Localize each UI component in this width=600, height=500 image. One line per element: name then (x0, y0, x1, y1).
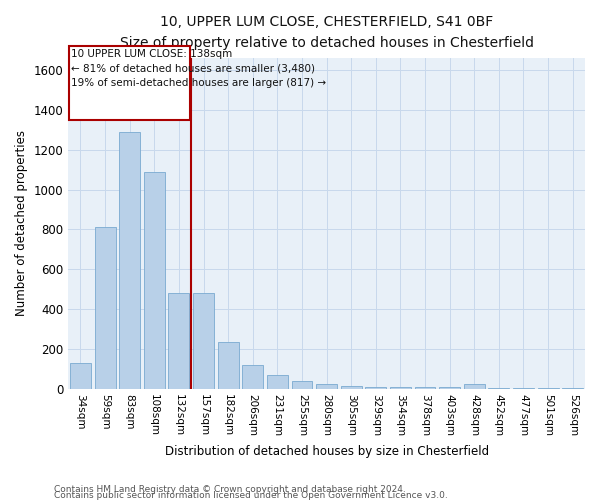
Bar (513, 388, 534, 389)
Bar (267, 375, 288, 389)
Bar (390, 387, 411, 389)
Title: 10, UPPER LUM CLOSE, CHESTERFIELD, S41 0BF
Size of property relative to detached: 10, UPPER LUM CLOSE, CHESTERFIELD, S41 0… (119, 15, 533, 50)
X-axis label: Distribution of detached houses by size in Chesterfield: Distribution of detached houses by size … (164, 444, 488, 458)
Bar (169, 294, 190, 389)
Text: Contains public sector information licensed under the Open Government Licence v3: Contains public sector information licen… (54, 491, 448, 500)
Bar (464, 384, 485, 389)
Bar (144, 172, 165, 389)
Bar (95, 228, 116, 389)
Bar (488, 388, 509, 389)
Bar (365, 387, 386, 389)
Text: Contains HM Land Registry data © Crown copyright and database right 2024.: Contains HM Land Registry data © Crown c… (54, 484, 406, 494)
Bar (341, 386, 362, 389)
Bar (439, 387, 460, 389)
Bar (316, 384, 337, 389)
Bar (292, 381, 313, 389)
Y-axis label: Number of detached properties: Number of detached properties (15, 130, 28, 316)
Text: 10 UPPER LUM CLOSE: 138sqm
← 81% of detached houses are smaller (3,480)
19% of s: 10 UPPER LUM CLOSE: 138sqm ← 81% of deta… (71, 48, 326, 88)
Bar (119, 132, 140, 389)
Bar (70, 46, 190, 120)
Bar (415, 387, 436, 389)
Bar (562, 388, 583, 389)
Bar (70, 363, 91, 389)
Bar (242, 365, 263, 389)
Bar (538, 388, 559, 389)
Bar (193, 294, 214, 389)
Bar (218, 342, 239, 389)
